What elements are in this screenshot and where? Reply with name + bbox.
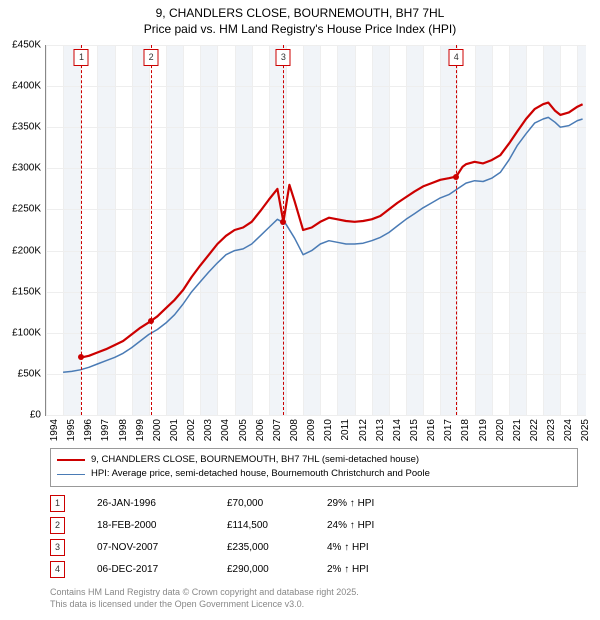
event-marker-box: 2 <box>144 49 159 66</box>
y-axis-label: £150K <box>12 286 41 297</box>
y-axis-label: £300K <box>12 163 41 174</box>
x-axis-label: 2024 <box>563 419 574 441</box>
x-axis-label: 2019 <box>478 419 489 441</box>
series-line-red <box>82 103 583 358</box>
legend-box: 9, CHANDLERS CLOSE, BOURNEMOUTH, BH7 7HL… <box>50 448 578 487</box>
y-axis-label: £350K <box>12 122 41 133</box>
legend-row-red: 9, CHANDLERS CLOSE, BOURNEMOUTH, BH7 7HL… <box>57 453 571 467</box>
x-axis-label: 2017 <box>443 419 454 441</box>
event-table-price: £70,000 <box>227 498 327 509</box>
event-marker-line <box>283 45 284 415</box>
event-marker-dot <box>148 318 154 324</box>
event-table-box: 2 <box>50 517 65 534</box>
footer-line-1: Contains HM Land Registry data © Crown c… <box>50 587 359 599</box>
event-marker-line <box>151 45 152 415</box>
x-axis-label: 1999 <box>135 419 146 441</box>
event-table-diff: 24% ↑ HPI <box>327 520 437 531</box>
x-axis-label: 2013 <box>375 419 386 441</box>
event-marker-dot <box>78 354 84 360</box>
legend-row-blue: HPI: Average price, semi-detached house,… <box>57 467 571 481</box>
event-marker-line <box>456 45 457 415</box>
x-axis-label: 2004 <box>220 419 231 441</box>
event-table: 1 26-JAN-1996£70,00029% ↑ HPI 2 18-FEB-2000… <box>50 492 437 580</box>
event-table-box: 4 <box>50 561 65 578</box>
event-table-row: 3 07-NOV-2007£235,0004% ↑ HPI <box>50 536 437 558</box>
x-axis-label: 2007 <box>272 419 283 441</box>
gridline-h <box>46 415 586 416</box>
legend-swatch-blue <box>57 474 85 475</box>
event-table-box: 3 <box>50 539 65 556</box>
y-axis-label: £400K <box>12 81 41 92</box>
event-marker-dot <box>280 219 286 225</box>
legend-label-red: 9, CHANDLERS CLOSE, BOURNEMOUTH, BH7 7HL… <box>91 453 419 467</box>
plot-region: 1 2 3 4 <box>45 45 586 416</box>
chart-container: 9, CHANDLERS CLOSE, BOURNEMOUTH, BH7 7HL… <box>0 0 600 620</box>
x-axis-label: 2000 <box>152 419 163 441</box>
x-axis-label: 2009 <box>306 419 317 441</box>
legend-swatch-red <box>57 459 85 461</box>
x-axis-label: 2014 <box>392 419 403 441</box>
x-axis-label: 2006 <box>255 419 266 441</box>
event-table-price: £114,500 <box>227 520 327 531</box>
event-marker-box: 3 <box>276 49 291 66</box>
event-table-date: 07-NOV-2007 <box>97 542 227 553</box>
event-table-date: 06-DEC-2017 <box>97 564 227 575</box>
footer-attribution: Contains HM Land Registry data © Crown c… <box>50 587 359 610</box>
x-axis-label: 2002 <box>186 419 197 441</box>
footer-line-2: This data is licensed under the Open Gov… <box>50 599 359 611</box>
event-table-box: 1 <box>50 495 65 512</box>
event-table-date: 26-JAN-1996 <box>97 498 227 509</box>
x-axis-label: 2018 <box>460 419 471 441</box>
series-line-blue <box>63 117 583 372</box>
event-table-diff: 4% ↑ HPI <box>327 542 437 553</box>
event-marker-dot <box>453 174 459 180</box>
event-marker-box: 4 <box>449 49 464 66</box>
event-table-diff: 2% ↑ HPI <box>327 564 437 575</box>
x-axis-label: 2020 <box>495 419 506 441</box>
event-table-row: 2 18-FEB-2000£114,50024% ↑ HPI <box>50 514 437 536</box>
event-marker-box: 1 <box>74 49 89 66</box>
title-line-2: Price paid vs. HM Land Registry's House … <box>0 22 600 38</box>
x-axis-label: 1997 <box>100 419 111 441</box>
x-axis-label: 2011 <box>340 419 351 441</box>
x-axis-label: 2022 <box>529 419 540 441</box>
x-axis-label: 1996 <box>83 419 94 441</box>
x-axis-label: 1998 <box>118 419 129 441</box>
event-table-row: 4 06-DEC-2017£290,0002% ↑ HPI <box>50 558 437 580</box>
x-axis-label: 1995 <box>66 419 77 441</box>
chart-area: 1234 £0£50K£100K£150K£200K£250K£300K£350… <box>45 45 585 415</box>
x-axis-label: 2015 <box>409 419 420 441</box>
legend-label-blue: HPI: Average price, semi-detached house,… <box>91 467 430 481</box>
y-axis-label: £250K <box>12 204 41 215</box>
x-axis-label: 2005 <box>238 419 249 441</box>
y-axis-label: £50K <box>18 368 41 379</box>
x-axis-label: 2025 <box>580 419 591 441</box>
event-table-row: 1 26-JAN-1996£70,00029% ↑ HPI <box>50 492 437 514</box>
x-axis-label: 2012 <box>358 419 369 441</box>
y-axis-label: £200K <box>12 245 41 256</box>
title-line-1: 9, CHANDLERS CLOSE, BOURNEMOUTH, BH7 7HL <box>0 6 600 22</box>
chart-title: 9, CHANDLERS CLOSE, BOURNEMOUTH, BH7 7HL… <box>0 0 600 37</box>
x-axis-label: 2001 <box>169 419 180 441</box>
y-axis-label: £100K <box>12 327 41 338</box>
event-table-price: £235,000 <box>227 542 327 553</box>
line-svg <box>46 45 586 415</box>
x-axis-label: 2010 <box>323 419 334 441</box>
y-axis-label: £0 <box>30 410 41 421</box>
event-table-price: £290,000 <box>227 564 327 575</box>
y-axis-label: £450K <box>12 40 41 51</box>
event-table-date: 18-FEB-2000 <box>97 520 227 531</box>
x-axis-label: 2016 <box>426 419 437 441</box>
x-axis-label: 1994 <box>49 419 60 441</box>
x-axis-label: 2021 <box>512 419 523 441</box>
x-axis-label: 2023 <box>546 419 557 441</box>
event-table-diff: 29% ↑ HPI <box>327 498 437 509</box>
x-axis-label: 2003 <box>203 419 214 441</box>
x-axis-label: 2008 <box>289 419 300 441</box>
